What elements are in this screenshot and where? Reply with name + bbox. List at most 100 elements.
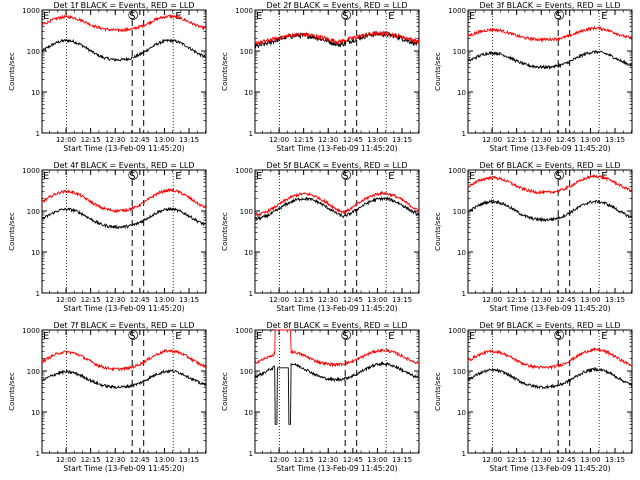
events-series-line: [254, 196, 420, 221]
x-axis-label: Start Time (13-Feb-09 11:45:20): [276, 144, 397, 153]
marker-s-circle: [128, 170, 139, 180]
y-tick-label: 10: [31, 89, 40, 97]
marker-e-left: E: [469, 171, 475, 182]
x-tick-label: 12:30: [531, 136, 551, 144]
y-tick-label: 100: [240, 368, 253, 376]
x-tick-label: 12:15: [81, 296, 101, 304]
y-axis-label: Counts/sec: [434, 212, 442, 251]
x-axis-label: Start Time (13-Feb-09 11:45:20): [63, 464, 184, 473]
x-tick-label: 13:15: [605, 296, 625, 304]
y-tick-label: 100: [27, 48, 40, 56]
x-tick-label: 12:15: [507, 456, 527, 464]
y-tick-label: 100: [240, 48, 253, 56]
lld-series-line: [41, 188, 207, 214]
x-axis-label: Start Time (13-Feb-09 11:45:20): [63, 144, 184, 153]
x-tick-label: 13:15: [179, 296, 199, 304]
marker-e-right: E: [175, 171, 181, 182]
x-tick-label: 12:15: [507, 296, 527, 304]
y-tick-label: 1000: [22, 327, 40, 335]
x-tick-label: 12:30: [105, 456, 125, 464]
marker-e-right: E: [388, 11, 394, 22]
panel-title: Det 8f BLACK = Events, RED = LLD: [266, 321, 407, 330]
x-tick-label: 12:45: [343, 136, 363, 144]
marker-s: S: [555, 331, 561, 342]
x-tick-label: 12:15: [294, 456, 314, 464]
x-tick-label: 12:45: [556, 456, 576, 464]
x-tick-label: 12:30: [318, 136, 338, 144]
marker-s: S: [342, 171, 348, 182]
plot-frame: [467, 169, 633, 294]
marker-s-circle: [554, 170, 565, 180]
x-tick-label: 13:15: [392, 296, 412, 304]
x-tick-label: 12:30: [105, 136, 125, 144]
x-tick-label: 12:15: [81, 456, 101, 464]
y-tick-label: 1: [462, 450, 466, 458]
y-axis-label: Counts/sec: [8, 212, 16, 251]
x-tick-label: 12:30: [318, 456, 338, 464]
x-tick-label: 12:45: [343, 296, 363, 304]
detector-panel-2: Det 2f BLACK = Events, RED = LLD 1 10 100 10…: [221, 1, 420, 153]
x-tick-label: 13:15: [179, 456, 199, 464]
y-tick-label: 1: [36, 130, 40, 138]
marker-s: S: [555, 171, 561, 182]
x-tick-label: 12:30: [105, 296, 125, 304]
x-tick-label: 12:00: [56, 456, 76, 464]
marker-e-left: E: [256, 11, 262, 22]
detector-panel-4: Det 4f BLACK = Events, RED = LLD 1 10 100 10…: [8, 161, 207, 313]
lld-series-line: [467, 173, 633, 195]
x-tick-label: 12:00: [482, 296, 502, 304]
marker-e-left: E: [469, 11, 475, 22]
x-tick-label: 13:00: [154, 456, 174, 464]
x-tick-label: 12:30: [531, 456, 551, 464]
lld-series-line: [254, 30, 420, 46]
panel-title: Det 9f BLACK = Events, RED = LLD: [479, 321, 620, 330]
x-tick-label: 12:00: [56, 136, 76, 144]
y-tick-label: 10: [244, 409, 253, 417]
marker-s: S: [555, 11, 561, 22]
x-tick-label: 12:00: [482, 456, 502, 464]
marker-e-left: E: [43, 331, 49, 342]
lld-series-line: [254, 190, 420, 218]
y-axis-label: Counts/sec: [8, 372, 16, 411]
y-axis-label: Counts/sec: [221, 372, 229, 411]
x-tick-label: 12:15: [507, 136, 527, 144]
y-tick-label: 1: [462, 130, 466, 138]
events-series-line: [41, 206, 207, 230]
y-tick-label: 1: [249, 130, 253, 138]
y-tick-label: 100: [27, 208, 40, 216]
y-tick-label: 100: [240, 208, 253, 216]
marker-s: S: [342, 331, 348, 342]
y-tick-label: 100: [27, 368, 40, 376]
y-tick-label: 10: [244, 249, 253, 257]
panel-title: Det 4f BLACK = Events, RED = LLD: [53, 161, 194, 170]
detector-panel-9: Det 9f BLACK = Events, RED = LLD 1 10 100 10…: [434, 321, 633, 473]
marker-s-circle: [554, 10, 565, 20]
y-axis-label: Counts/sec: [221, 212, 229, 251]
y-tick-label: 1: [249, 450, 253, 458]
marker-s: S: [129, 171, 135, 182]
detector-panel-7: Det 7f BLACK = Events, RED = LLD 1 10 100 10…: [8, 321, 207, 473]
y-tick-label: 100: [453, 208, 466, 216]
x-tick-label: 13:15: [392, 456, 412, 464]
marker-e-right: E: [388, 331, 394, 342]
lld-series-line: [467, 25, 633, 43]
events-series-line: [468, 49, 633, 70]
x-axis-label: Start Time (13-Feb-09 11:45:20): [489, 304, 610, 313]
detector-panel-6: Det 6f BLACK = Events, RED = LLD 1 10 100 10…: [434, 161, 633, 313]
detector-panel-8: Det 8f BLACK = Events, RED = LLD 1 10 100 10…: [221, 321, 420, 473]
y-tick-label: 1: [36, 290, 40, 298]
y-tick-label: 1000: [22, 167, 40, 175]
detector-panel-5: Det 5f BLACK = Events, RED = LLD 1 10 100 10…: [221, 161, 420, 313]
marker-e-left: E: [43, 171, 49, 182]
marker-s-circle: [554, 330, 565, 340]
marker-e-left: E: [256, 331, 262, 342]
plot-frame: [467, 329, 633, 454]
x-tick-label: 13:00: [580, 296, 600, 304]
y-tick-label: 1000: [235, 327, 253, 335]
y-tick-label: 10: [31, 249, 40, 257]
x-axis-label: Start Time (13-Feb-09 11:45:20): [276, 304, 397, 313]
detector-panel-1: Det 1f BLACK = Events, RED = LLD 1 10 100 10…: [8, 1, 207, 153]
x-tick-label: 12:30: [318, 296, 338, 304]
x-tick-label: 13:00: [580, 456, 600, 464]
plot-frame: [41, 329, 207, 454]
